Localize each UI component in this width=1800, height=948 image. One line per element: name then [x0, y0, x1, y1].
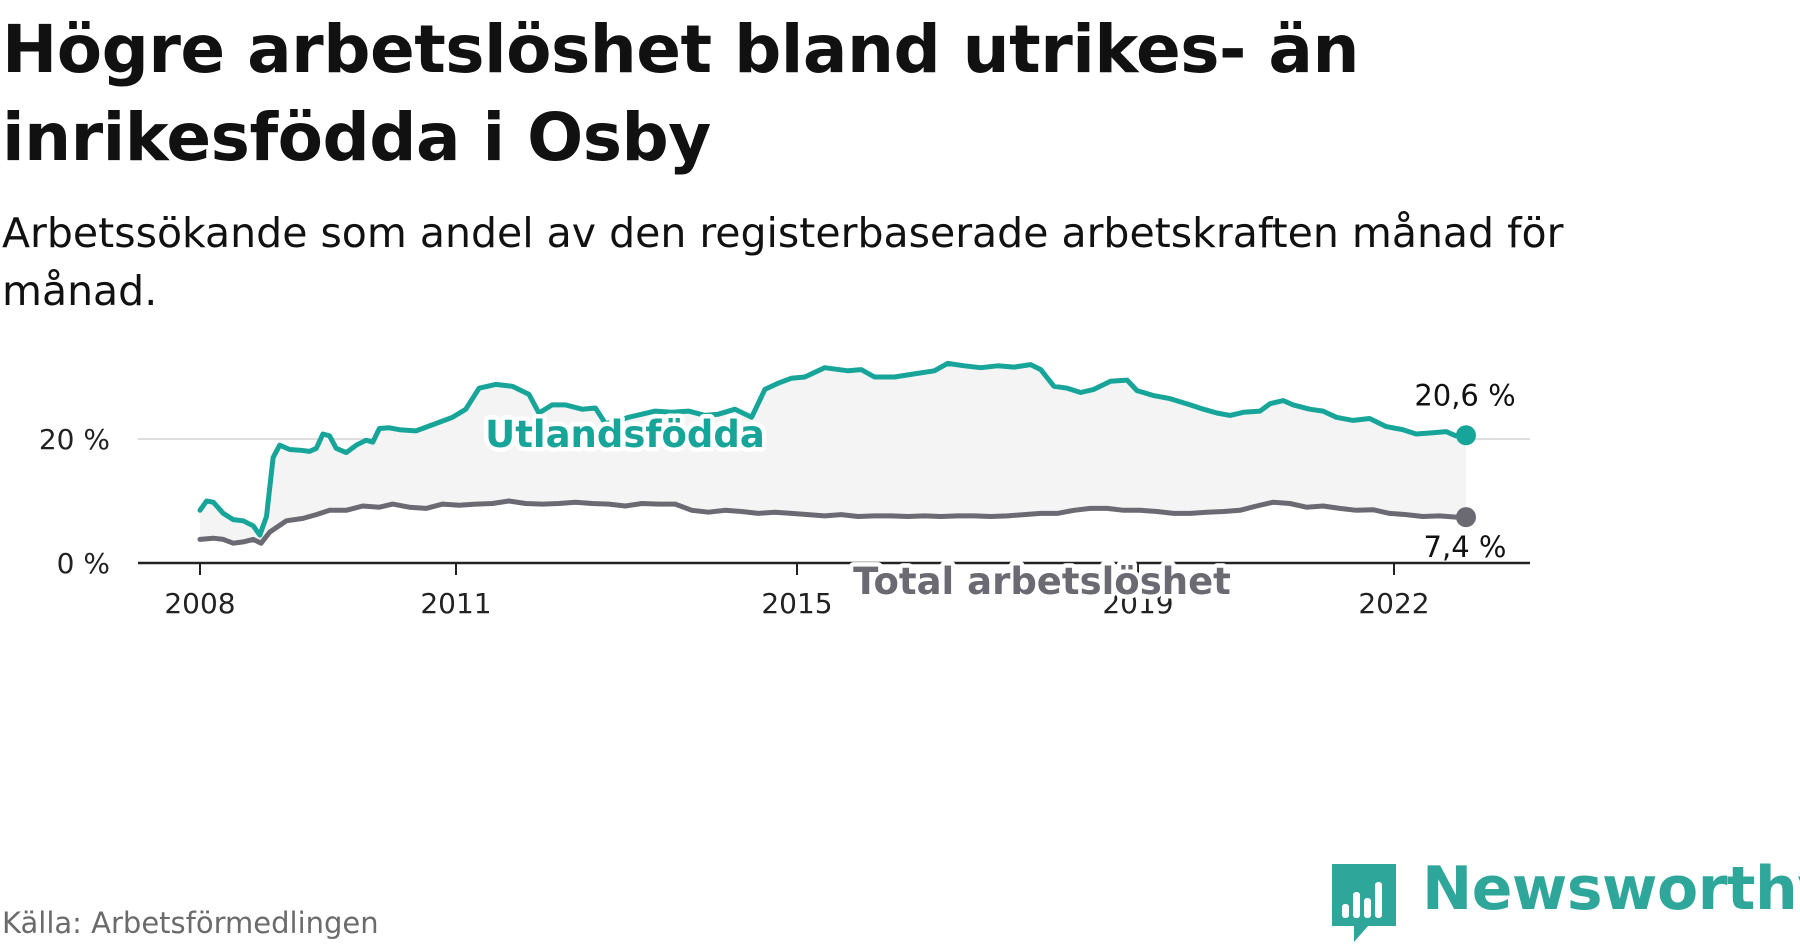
x-tick-label: 2011 — [420, 587, 491, 620]
axis-layer: 0 % 20 % 2008 2011 2015 2019 2022 — [39, 423, 1530, 620]
y-tick-label: 20 % — [39, 423, 110, 456]
source-note: Källa: Arbetsförmedlingen — [2, 906, 379, 940]
series-label-utlandsfodda: Utlandsfödda — [485, 413, 765, 456]
series-line-total — [197, 498, 1469, 546]
end-label-total: 7,4 % — [1424, 530, 1507, 564]
chart-title: Högre arbetslöshet bland utrikes- än inr… — [2, 11, 1359, 176]
end-point-utlandsfodda — [1456, 425, 1476, 446]
series-line-utlandsfodda — [197, 360, 1469, 538]
x-tick-label: 2015 — [761, 587, 832, 620]
gap-area — [200, 363, 1466, 544]
newsworthy-logo-icon — [1332, 864, 1396, 942]
end-label-utlandsfodda: 20,6 % — [1414, 378, 1515, 412]
y-tick-label: 0 % — [57, 547, 110, 580]
end-point-total — [1456, 507, 1476, 528]
label-layer: 20,6 % 7,4 % Utlandsfödda Total arbetslöshe… — [481, 378, 1516, 607]
chart-subtitle: Arbetssökande som andel av den registerb… — [2, 209, 1564, 315]
x-tick-label: 2022 — [1358, 587, 1429, 620]
brand-logo[interactable]: Newsworthy — [1328, 854, 1800, 942]
series-label-total: Total arbetslöshet — [853, 560, 1231, 603]
x-tick-label: 2019 — [1102, 587, 1173, 620]
brand-wordmark: Newsworthy — [1422, 854, 1800, 924]
line-chart: 0 % 20 % 2008 2011 2015 2019 2022 20,6 % 7,4 % U… — [39, 360, 1530, 620]
x-tick-label: 2008 — [164, 587, 235, 620]
series-layer — [197, 360, 1476, 546]
